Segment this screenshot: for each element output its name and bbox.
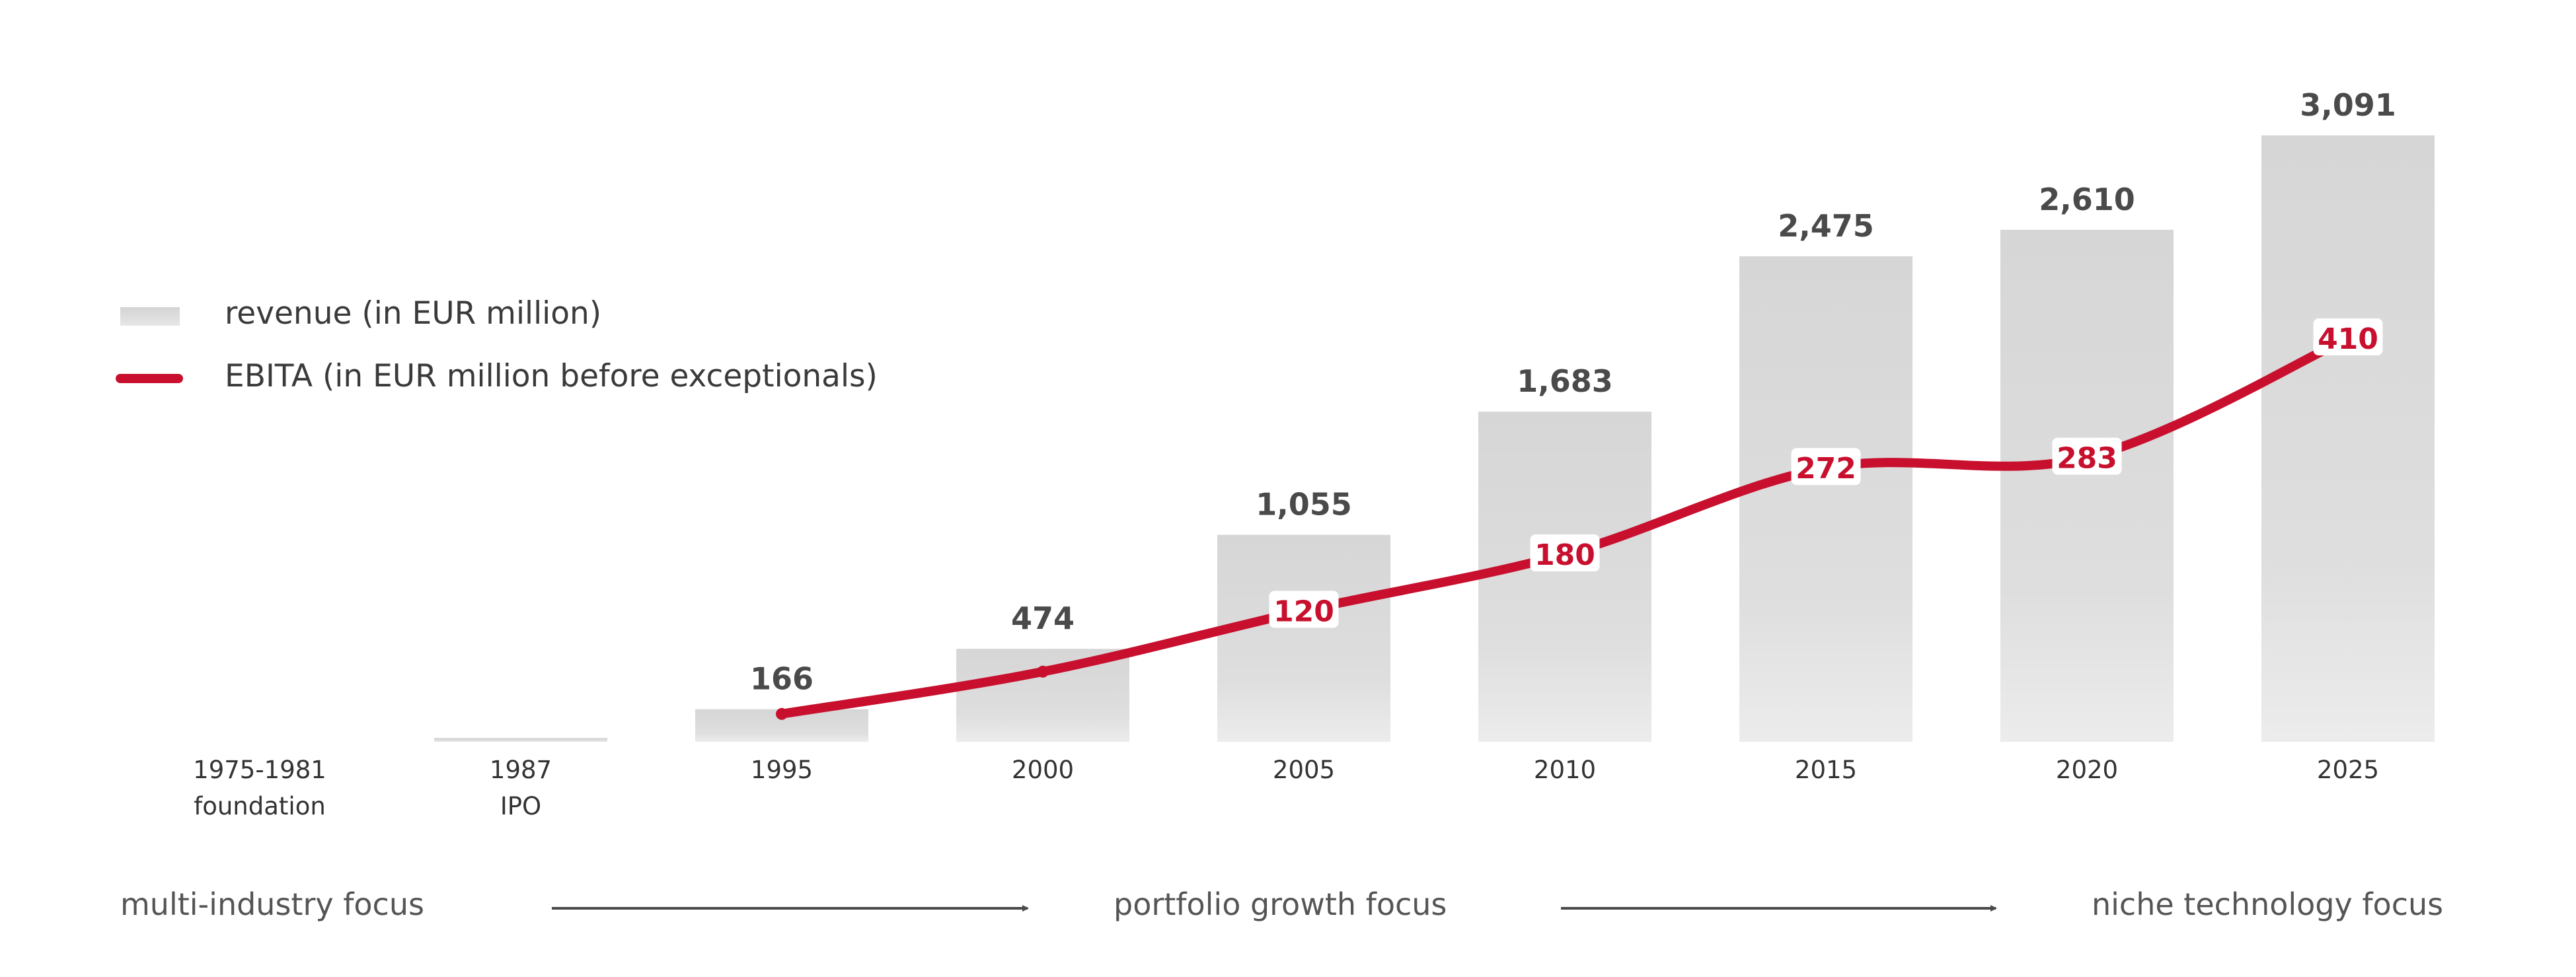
x-tick-label-1987: 1987 [490,756,552,784]
revenue-value-labels: 166 474 1,055 1,683 2,475 2,610 3,091 [750,87,2396,697]
x-axis-ticks: 1975-1981 foundation 1987 IPO 1995 2000 2005 20… [193,756,2379,820]
focus-phase-multi-industry: multi-industry focus [120,887,424,922]
ebita-point-2000 [1037,665,1049,678]
ebita-value-labels: 120 180 272 283 410 [776,318,2383,720]
ebita-label-bg-2015 [1791,448,1861,486]
ebita-point-1995 [776,707,788,720]
ebita-label-bg-2005 [1269,591,1339,628]
x-tick-label-2025: 2025 [2317,756,2379,784]
x-tick-label-2005: 2005 [1273,756,1335,784]
revenue-value-label-2010: 1,683 [1517,363,1613,399]
focus-phase-portfolio-growth: portfolio growth focus [1114,887,1447,922]
legend: revenue (in EUR million) EBITA (in EUR m… [116,295,878,394]
revenue-bars [434,135,2435,742]
ebita-value-label-2010: 180 [1534,538,1595,572]
ebita-value-label-2015: 272 [1796,452,1856,486]
legend-revenue-swatch [120,307,180,326]
revenue-bar-2010 [1478,412,1651,742]
revenue-value-label-2005: 1,055 [1256,487,1352,523]
ebita-label-bg-2020 [2052,437,2122,475]
revenue-bar-2025 [2261,135,2435,742]
revenue-value-label-2025: 3,091 [2300,87,2396,123]
revenue-bar-2000 [956,649,1129,742]
revenue-bar-2020 [2000,229,2174,742]
ebita-label-bg-2025 [2313,318,2383,355]
x-tick-label-1995: 1995 [751,756,813,784]
x-tick-sublabel-foundation: foundation [194,792,326,820]
legend-ebita-label: EBITA (in EUR million before exceptional… [225,358,878,394]
ebita-value-label-2005: 120 [1273,595,1334,628]
ebita-value-label-2025: 410 [2318,322,2378,356]
revenue-value-label-1995: 166 [750,661,814,697]
revenue-bar-2015 [1739,256,1913,742]
ebita-value-label-2020: 283 [2057,442,2117,476]
revenue-value-label-2000: 474 [1011,600,1075,636]
legend-revenue-label: revenue (in EUR million) [225,295,601,332]
x-tick-sublabel-IPO: IPO [500,792,541,820]
focus-phase-niche-technology: niche technology focus [2092,887,2443,922]
focus-phases: multi-industry focus portfolio growth fo… [120,887,2443,922]
x-tick-label-1975-1981: 1975-1981 [193,756,326,784]
revenue-bar-1987 [434,738,607,742]
revenue-bar-2005 [1217,534,1390,742]
x-tick-label-2010: 2010 [1534,756,1596,784]
revenue-value-label-2015: 2,475 [1778,208,1874,244]
x-tick-label-2015: 2015 [1795,756,1857,784]
ebita-label-bg-2010 [1530,534,1600,572]
x-tick-label-2000: 2000 [1012,756,1074,784]
x-tick-label-2020: 2020 [2056,756,2118,784]
revenue-value-label-2020: 2,610 [2039,182,2135,217]
